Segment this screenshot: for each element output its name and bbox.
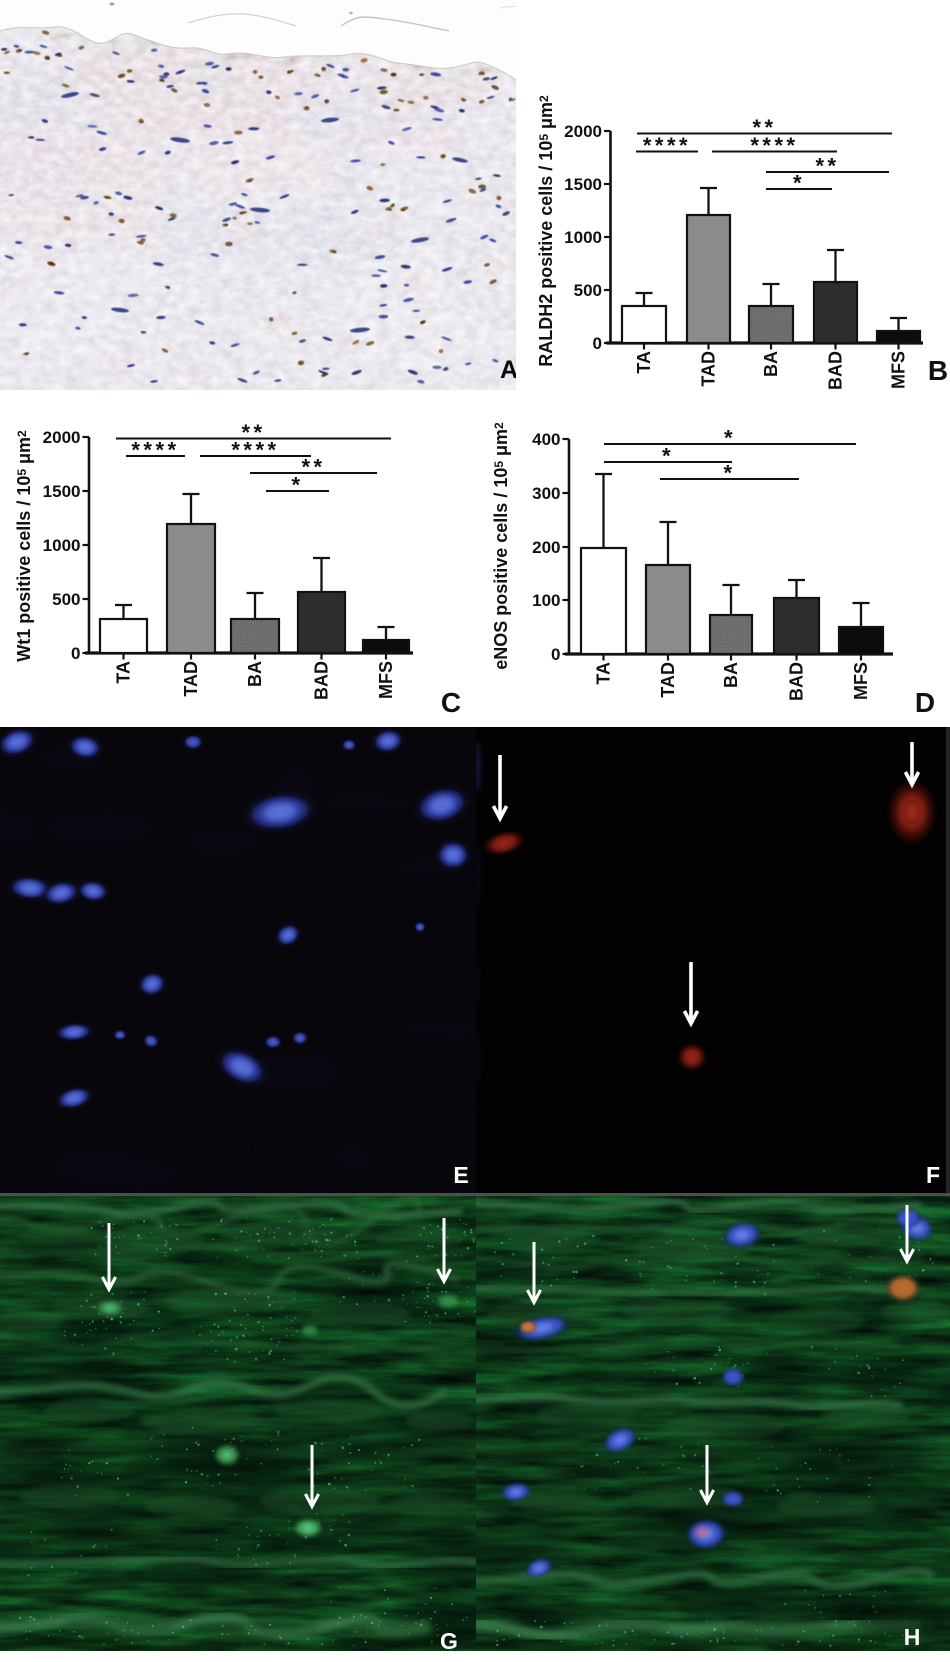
svg-text:F: F <box>926 1162 940 1188</box>
svg-text:**: ** <box>752 115 776 140</box>
svg-text:RALDH2 positive cells / 105 μm: RALDH2 positive cells / 105 μm2 <box>536 95 556 367</box>
svg-text:BAD: BAD <box>312 661 332 700</box>
svg-text:*: * <box>723 461 735 486</box>
svg-text:500: 500 <box>574 281 602 300</box>
svg-text:Wt1 positive cells / 105 μm2: Wt1 positive cells / 105 μm2 <box>14 430 34 662</box>
svg-text:****: **** <box>643 133 691 158</box>
svg-text:*: * <box>291 473 303 498</box>
svg-text:G: G <box>440 1628 458 1651</box>
svg-text:E: E <box>453 1162 468 1188</box>
svg-text:TAD: TAD <box>181 661 201 697</box>
svg-text:**: ** <box>301 455 325 480</box>
svg-text:B: B <box>928 355 948 386</box>
svg-text:BA: BA <box>245 661 265 687</box>
svg-text:MFS: MFS <box>889 351 909 389</box>
svg-text:2000: 2000 <box>564 122 602 141</box>
svg-text:*: * <box>662 444 674 469</box>
svg-text:0: 0 <box>71 644 80 663</box>
svg-text:****: **** <box>231 438 279 463</box>
svg-text:400: 400 <box>532 430 560 449</box>
svg-text:BAD: BAD <box>826 351 846 390</box>
svg-text:0: 0 <box>551 645 560 664</box>
svg-text:0: 0 <box>593 334 602 353</box>
svg-text:TA: TA <box>594 662 614 685</box>
svg-text:*: * <box>793 171 805 196</box>
svg-text:300: 300 <box>532 484 560 503</box>
svg-text:BA: BA <box>761 351 781 377</box>
svg-text:1500: 1500 <box>43 482 81 501</box>
svg-text:*: * <box>724 426 736 451</box>
svg-text:TA: TA <box>634 351 654 374</box>
svg-text:500: 500 <box>52 590 80 609</box>
svg-text:C: C <box>441 687 461 718</box>
svg-text:****: **** <box>750 133 798 158</box>
svg-text:MFS: MFS <box>851 662 871 700</box>
svg-text:TAD: TAD <box>658 662 678 698</box>
svg-text:BAD: BAD <box>787 662 807 701</box>
svg-text:A: A <box>500 356 516 384</box>
svg-text:TAD: TAD <box>699 351 719 387</box>
svg-text:1000: 1000 <box>43 536 81 555</box>
svg-text:MFS: MFS <box>376 661 396 699</box>
svg-text:100: 100 <box>532 591 560 610</box>
svg-text:****: **** <box>131 438 179 463</box>
svg-text:TA: TA <box>114 661 134 684</box>
svg-text:2000: 2000 <box>43 428 81 447</box>
svg-text:D: D <box>915 687 935 718</box>
svg-text:BA: BA <box>721 662 741 688</box>
svg-text:1000: 1000 <box>564 228 602 247</box>
svg-text:H: H <box>904 1624 921 1650</box>
svg-text:200: 200 <box>532 538 560 557</box>
svg-text:**: ** <box>241 420 265 445</box>
svg-text:**: ** <box>815 154 839 179</box>
svg-text:eNOS positive cells / 105 μm2: eNOS positive cells / 105 μm2 <box>491 422 511 670</box>
svg-text:1500: 1500 <box>564 175 602 194</box>
